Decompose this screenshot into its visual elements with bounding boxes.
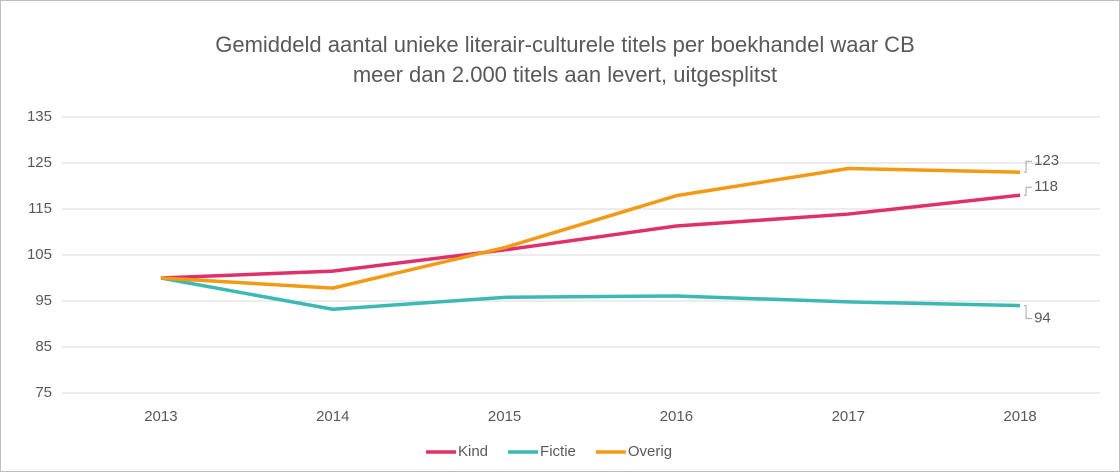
chart-title: Gemiddeld aantal unieke literair-culture… (215, 32, 915, 57)
data-label: 94 (1034, 310, 1051, 327)
y-tick-label: 125 (27, 154, 52, 171)
label-leader (1024, 305, 1033, 320)
legend-label: Fictie (540, 443, 576, 460)
x-tick-label: 2017 (832, 408, 865, 425)
legend-label: Overig (628, 443, 672, 460)
x-tick-label: 2015 (488, 408, 521, 425)
series-line (160, 276, 1021, 312)
chart-title: meer dan 2.000 titels aan levert, uitges… (353, 62, 777, 87)
legend-label: Kind (458, 443, 488, 460)
x-tick-label: 2016 (660, 408, 693, 425)
y-tick-label: 85 (35, 338, 52, 355)
data-label: 118 (1034, 178, 1058, 195)
y-tick-label: 95 (35, 292, 52, 309)
series-line (160, 193, 1021, 280)
x-tick-label: 2018 (1003, 408, 1036, 425)
y-tick-label: 105 (27, 246, 52, 263)
y-tick-label: 75 (35, 384, 52, 401)
y-tick-label: 115 (28, 200, 52, 217)
label-leader (1024, 160, 1033, 173)
x-tick-label: 2014 (316, 408, 349, 425)
x-tick-label: 2013 (144, 408, 177, 425)
y-tick-label: 135 (27, 108, 52, 125)
data-label: 123 (1034, 152, 1059, 169)
series-line (160, 166, 1021, 290)
label-leader (1024, 186, 1033, 196)
